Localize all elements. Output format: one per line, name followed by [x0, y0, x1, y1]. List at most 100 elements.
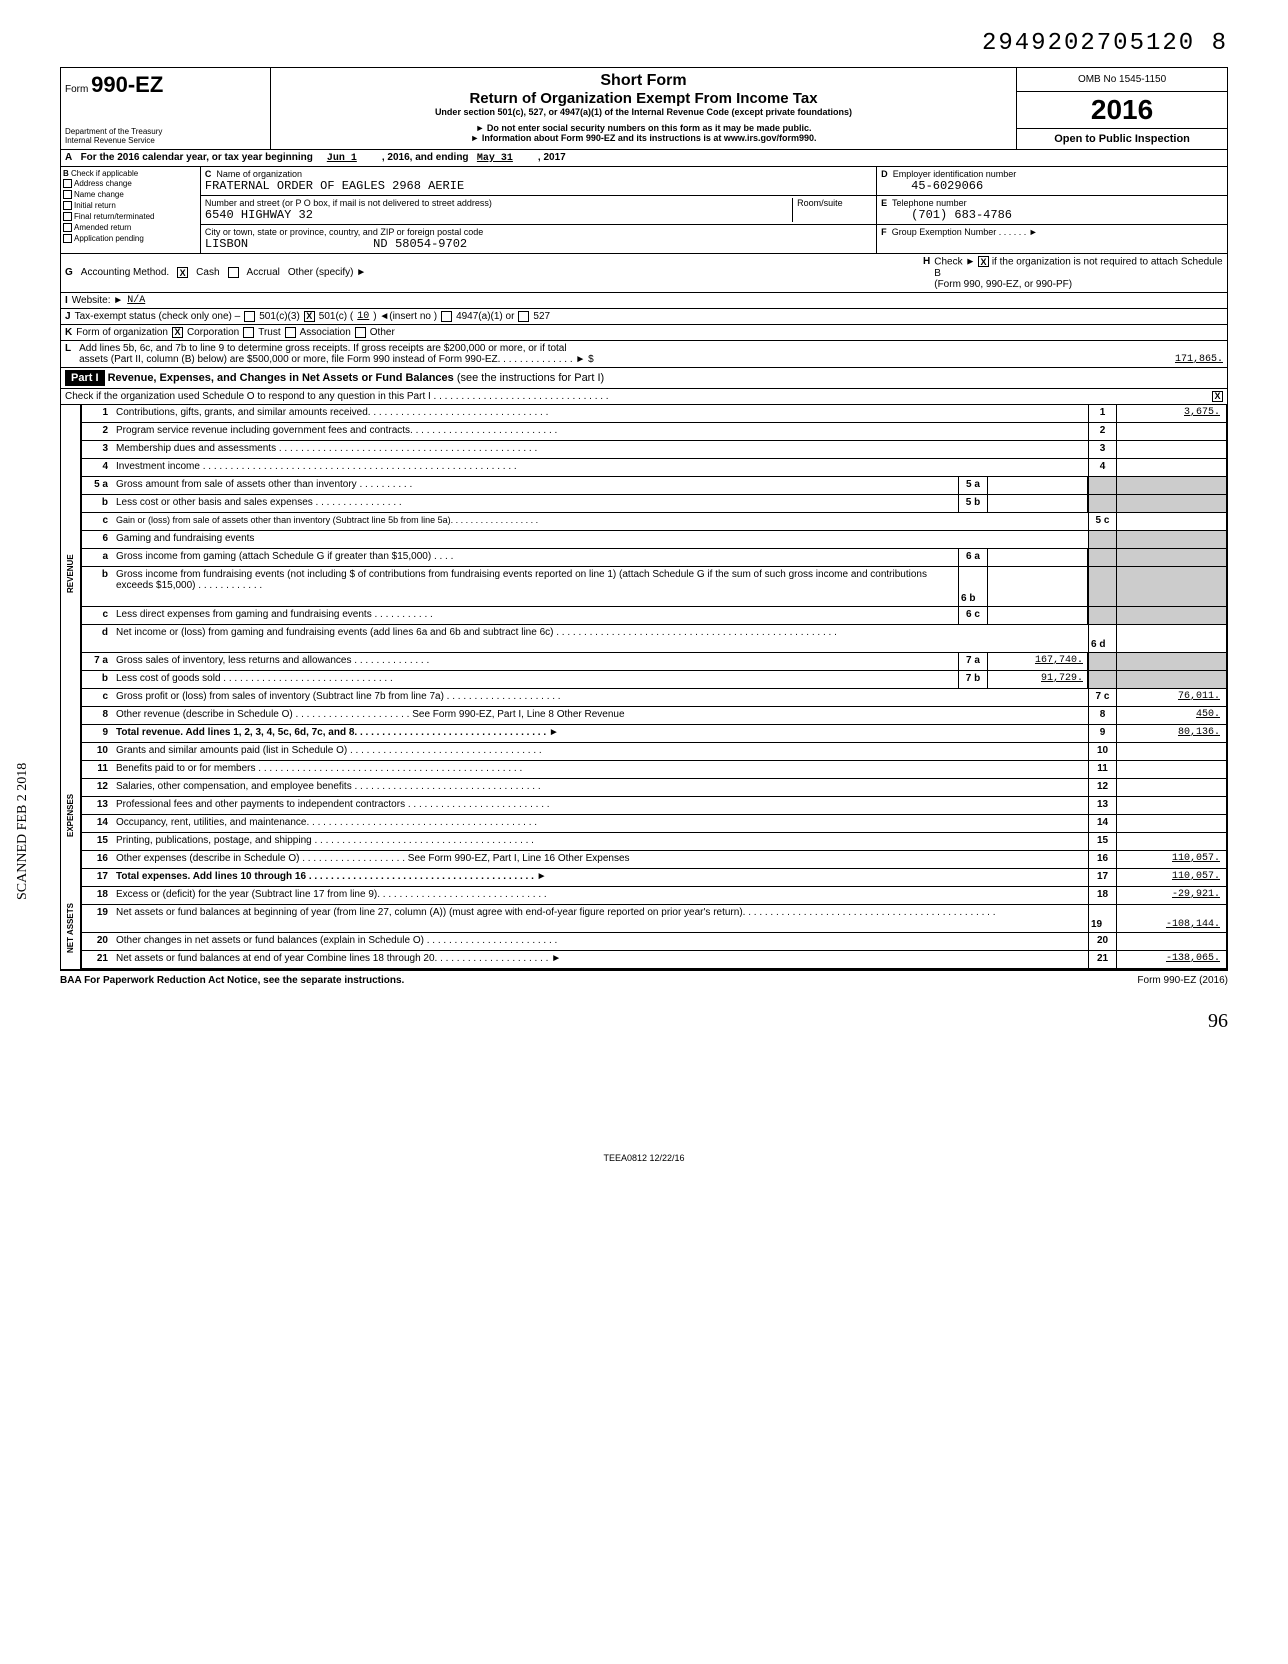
l3-num: 3: [82, 441, 112, 458]
row-a-mid: , 2016, and ending: [382, 152, 469, 163]
chk-4947[interactable]: [441, 311, 452, 322]
chk-h[interactable]: X: [978, 256, 989, 267]
l5b-num: b: [82, 495, 112, 512]
chk-501c3[interactable]: [244, 311, 255, 322]
ein-val: 45-6029066: [881, 179, 983, 193]
l12-num: 12: [82, 779, 112, 796]
l5b-mn: 5 b: [958, 495, 988, 512]
l15-rn: 15: [1088, 833, 1116, 850]
j-cn: 501(c) (: [319, 311, 353, 322]
end-date: May 31: [477, 153, 513, 164]
chk-amended[interactable]: [63, 223, 72, 232]
l5a-gray: [1088, 477, 1116, 494]
l14-rv: [1116, 815, 1226, 832]
chk-final[interactable]: [63, 212, 72, 221]
section-bcdef: B Check if applicable Address change Nam…: [60, 167, 1228, 254]
l9-rv: 80,136.: [1116, 725, 1226, 742]
row-k: K Form of organization X Corporation Tru…: [60, 325, 1228, 341]
chk-assoc[interactable]: [285, 327, 296, 338]
form-prefix: Form: [65, 84, 88, 95]
short-form-title: Short Form: [275, 72, 1012, 90]
ssn-notice: ► Do not enter social security numbers o…: [275, 123, 1012, 133]
chk-accrual[interactable]: [228, 267, 239, 278]
label-g: G: [65, 267, 73, 278]
part1-label: Part I: [65, 370, 105, 386]
baa-text: BAA For Paperwork Reduction Act Notice, …: [60, 975, 404, 986]
k-assoc: Association: [300, 327, 351, 338]
chk-pending[interactable]: [63, 234, 72, 243]
opt-final: Final return/terminated: [74, 212, 154, 221]
l7b-gray: [1088, 671, 1116, 688]
l7c-rn: 7 c: [1088, 689, 1116, 706]
chk-name[interactable]: [63, 190, 72, 199]
l6c-gray: [1088, 607, 1116, 624]
l6b-text: Gross income from fundraising events (no…: [112, 567, 958, 606]
accounting-text: Accounting Method.: [81, 267, 169, 278]
l6d-text: Net income or (loss) from gaming and fun…: [112, 625, 1088, 652]
label-b: B: [63, 169, 69, 178]
chk-initial[interactable]: [63, 201, 72, 210]
row-a-text: For the 2016 calendar year, or tax year …: [81, 152, 313, 163]
l-text1: Add lines 5b, 6c, and 7b to line 9 to de…: [79, 343, 567, 354]
row-a-yearend: , 2017: [538, 152, 566, 163]
l-text2: assets (Part II, column (B) below) are $…: [79, 354, 594, 365]
part1-sub: Check if the organization used Schedule …: [60, 389, 1228, 405]
row-l: L Add lines 5b, 6c, and 7b to line 9 to …: [60, 341, 1228, 368]
label-l: L: [65, 343, 71, 365]
l17-rn: 17: [1088, 869, 1116, 886]
l4-text: Investment income . . . . . . . . . . . …: [112, 459, 1088, 476]
l6d-num: d: [82, 625, 112, 652]
l10-text: Grants and similar amounts paid (list in…: [112, 743, 1088, 760]
k-trust: Trust: [258, 327, 280, 338]
l18-num: 18: [82, 887, 112, 904]
chk-cash[interactable]: X: [177, 267, 188, 278]
l15-num: 15: [82, 833, 112, 850]
l9-text: Total revenue. Add lines 1, 2, 3, 4, 5c,…: [112, 725, 1088, 742]
form-header: Form 990-EZ Department of the Treasury I…: [60, 67, 1228, 150]
label-j: J: [65, 311, 71, 322]
chk-527[interactable]: [518, 311, 529, 322]
accrual-label: Accrual: [247, 267, 280, 278]
l6c-mv: [988, 607, 1088, 624]
l6d-rv: [1116, 625, 1226, 652]
l6a-mv: [988, 549, 1088, 566]
label-c: C: [205, 169, 212, 179]
chk-501cn[interactable]: X: [304, 311, 315, 322]
chk-schedule-o[interactable]: X: [1212, 391, 1223, 402]
form-ref: Form 990-EZ (2016): [1137, 975, 1228, 986]
row-ghi: G Accounting Method. X Cash Accrual Othe…: [60, 254, 1228, 293]
l6-gray: [1088, 531, 1116, 548]
l5a-text: Gross amount from sale of assets other t…: [112, 477, 958, 494]
chk-address[interactable]: [63, 179, 72, 188]
l2-num: 2: [82, 423, 112, 440]
side-revenue: REVENUE: [61, 405, 81, 743]
l11-rn: 11: [1088, 761, 1116, 778]
l6c-mn: 6 c: [958, 607, 988, 624]
l21-rv: -138,065.: [1116, 951, 1226, 968]
l5a-gray2: [1116, 477, 1226, 494]
l18-rv: -29,921.: [1116, 887, 1226, 904]
chk-other-k[interactable]: [355, 327, 366, 338]
side-assets: NET ASSETS: [61, 887, 81, 969]
l3-rv: [1116, 441, 1226, 458]
l10-rn: 10: [1088, 743, 1116, 760]
l20-rv: [1116, 933, 1226, 950]
l14-text: Occupancy, rent, utilities, and maintena…: [112, 815, 1088, 832]
l1-text: Contributions, gifts, grants, and simila…: [112, 405, 1088, 422]
l6c-num: c: [82, 607, 112, 624]
part1-sub-text: Check if the organization used Schedule …: [65, 391, 609, 402]
chk-trust[interactable]: [243, 327, 254, 338]
other-label: Other (specify) ►: [288, 267, 366, 278]
label-k: K: [65, 327, 72, 338]
chk-corp[interactable]: X: [172, 327, 183, 338]
l6b-mv: [988, 567, 1088, 606]
label-i: I: [65, 295, 68, 306]
k-other: Other: [370, 327, 395, 338]
l16-text: Other expenses (describe in Schedule O) …: [112, 851, 1088, 868]
l3-rn: 3: [1088, 441, 1116, 458]
j-a1: 4947(a)(1) or: [456, 311, 514, 322]
check-applicable: Check if applicable: [71, 169, 138, 178]
l5b-text: Less cost or other basis and sales expen…: [112, 495, 958, 512]
l7b-gray2: [1116, 671, 1226, 688]
l8-text: Other revenue (describe in Schedule O) .…: [112, 707, 1088, 724]
